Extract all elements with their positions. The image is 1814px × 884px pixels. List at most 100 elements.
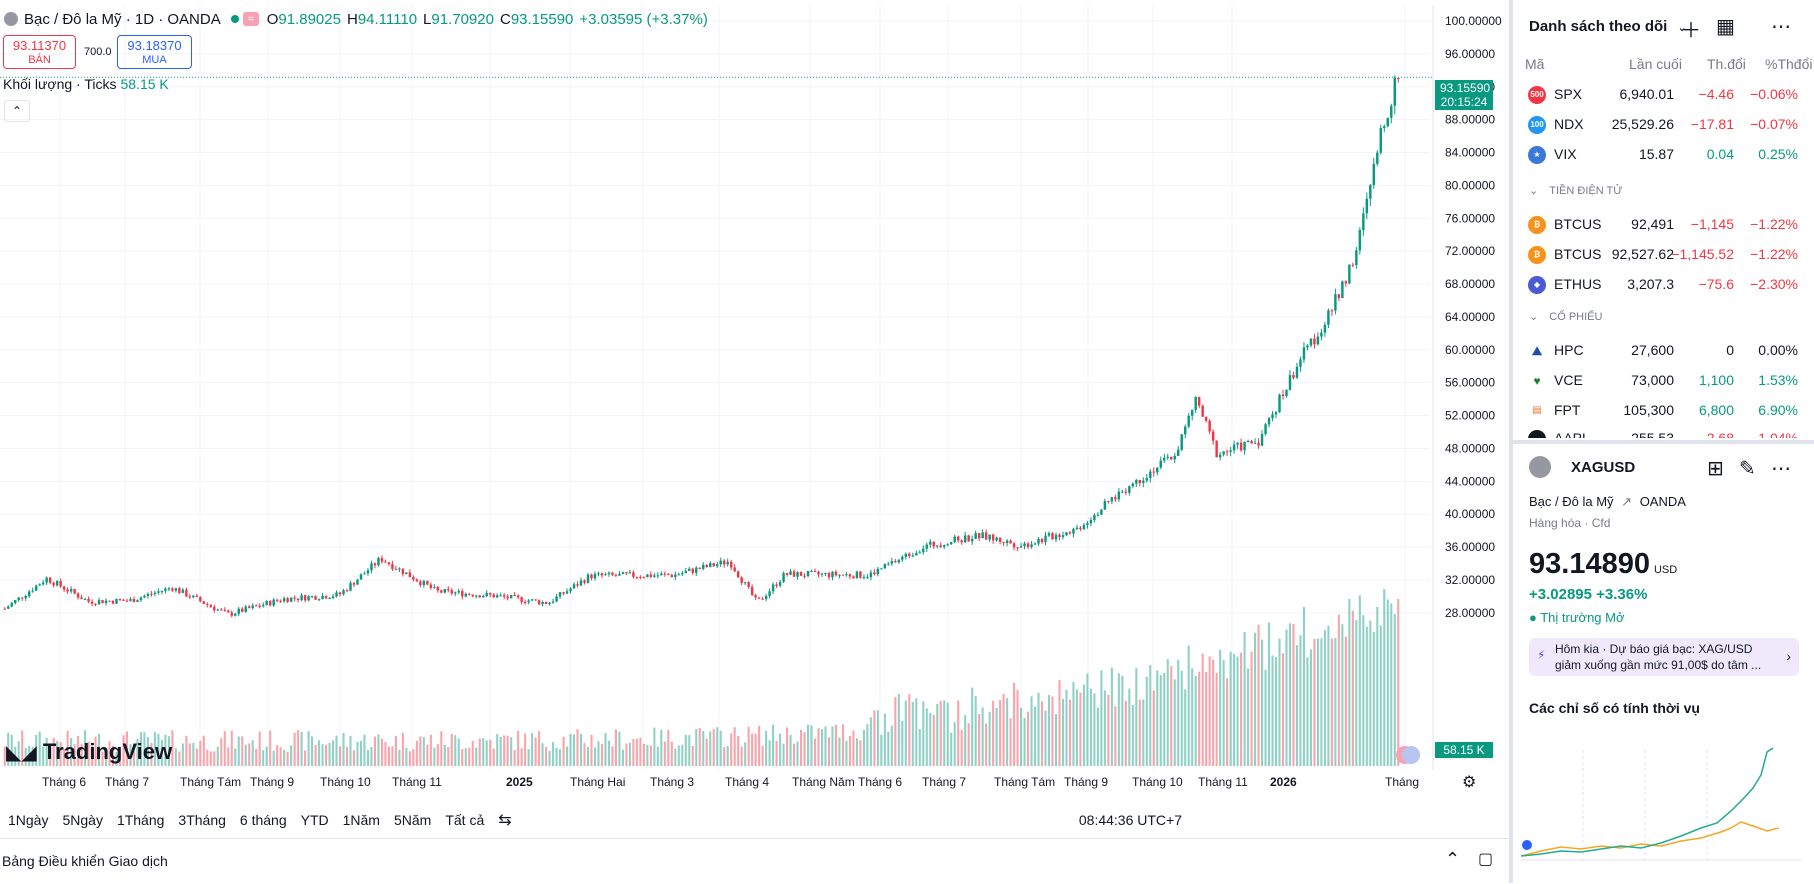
- tf-1m[interactable]: 1Tháng: [116, 812, 165, 828]
- section-stocks[interactable]: ⌄ CỔ PHIẾU: [1529, 310, 1602, 323]
- detail-desc-text[interactable]: Bạc / Đô la Mỹ: [1529, 494, 1614, 509]
- watchlist-row-btc2[interactable]: ₿ BTCUS 92,527.62 −1,145.52 −1.22%: [1513, 240, 1814, 270]
- tf-1d[interactable]: 1Ngày: [8, 812, 49, 828]
- candle-body: [461, 590, 464, 597]
- tf-5d[interactable]: 5Ngày: [62, 812, 103, 828]
- settings-gear-icon[interactable]: ⚙: [1462, 774, 1477, 791]
- volume-legend[interactable]: Khối lượng · Ticks 58.15 K: [3, 76, 169, 92]
- volume-bar: [775, 740, 778, 766]
- trading-panel-title[interactable]: Bảng Điều khiển Giao dịch: [2, 853, 168, 869]
- candle-body: [757, 597, 761, 599]
- time-axis[interactable]: Tháng 6 Tháng 7 Tháng Tám Tháng 9 Tháng 10 Th…: [0, 775, 1470, 795]
- volume-bar: [1128, 688, 1131, 766]
- volume-bar: [321, 744, 324, 766]
- candle-body: [880, 568, 883, 570]
- watchlist-row-hpc[interactable]: ⛰ HPC 27,600 0 0.00%: [1513, 336, 1814, 366]
- volume-bar: [691, 745, 694, 766]
- detail-divider[interactable]: [1513, 440, 1814, 444]
- buy-button[interactable]: 93.18370 MUA: [117, 35, 192, 69]
- volume-bar: [897, 693, 900, 766]
- candle-body: [1114, 497, 1117, 500]
- col-last[interactable]: Lần cuối: [1629, 56, 1682, 72]
- volume-bar: [248, 743, 251, 766]
- tf-1y[interactable]: 1Năm: [342, 812, 380, 828]
- watchlist-row-btc1[interactable]: ₿ BTCUS 92,491 −1,145 −1.22%: [1513, 210, 1814, 240]
- watchlist-title[interactable]: Danh sách theo dõi ⌄: [1529, 18, 1687, 35]
- seasonals-title[interactable]: Các chỉ số có tính thời vụ: [1529, 700, 1700, 716]
- maximize-icon[interactable]: ▢: [1478, 851, 1494, 868]
- volume-bar: [1250, 651, 1253, 766]
- tf-5y[interactable]: 5Năm: [393, 812, 432, 828]
- candle-body: [579, 580, 583, 586]
- volume-bar: [1215, 672, 1218, 766]
- volume-bar: [517, 730, 520, 766]
- candle-body: [408, 572, 412, 578]
- watchlist-row-eth[interactable]: ◆ ETHUS 3,207.3 −75.6 −2.30%: [1513, 270, 1814, 300]
- delay-status-icon[interactable]: ≈: [242, 12, 259, 26]
- watchlist-row-vcb[interactable]: ♥ VCE 73,000 1,100 1.53%: [1513, 366, 1814, 396]
- chevron-up-icon[interactable]: ⌃: [1445, 849, 1461, 869]
- volume-bar: [1135, 668, 1138, 766]
- tf-ytd[interactable]: YTD: [300, 812, 329, 828]
- volume-bar: [300, 731, 303, 766]
- col-symbol[interactable]: Mã: [1525, 56, 1545, 72]
- external-link-icon[interactable]: ↗: [1621, 494, 1633, 509]
- more-icon[interactable]: ⋯: [1771, 16, 1791, 38]
- volume-bar: [279, 747, 282, 766]
- volume-bar: [859, 740, 862, 766]
- watchlist-row-spx[interactable]: 500 SPX 6,940.01 −4.46 −0.06%: [1513, 80, 1814, 110]
- tradingview-logo[interactable]: ◣◢ TradingView: [6, 739, 172, 765]
- watchlist-row-aapl[interactable]: AAPL 255.53 −2.68 −1.04%: [1513, 424, 1814, 438]
- volume-bar: [1145, 676, 1148, 766]
- watchlist-row-vix[interactable]: ★ VIX 15.87 0.04 0.25%: [1513, 140, 1814, 170]
- candle-body: [220, 609, 223, 611]
- volume-bar: [552, 741, 555, 766]
- volume-bar: [1096, 707, 1099, 766]
- candle-body: [1390, 105, 1393, 118]
- edit-icon[interactable]: ✎: [1739, 458, 1756, 480]
- candle-body: [310, 596, 314, 598]
- advanced-view-icon[interactable]: ▦: [1716, 16, 1735, 38]
- candle-body: [1292, 375, 1295, 378]
- news-card[interactable]: ⚡ Hôm kia · Dự báo giá bạc: XAG/USD giảm…: [1529, 638, 1799, 676]
- seasonals-chart[interactable]: [1521, 720, 1801, 875]
- volume-bar: [3, 746, 6, 766]
- price-chart[interactable]: 100.0000096.0000092.0000088.0000084.0000…: [0, 0, 1510, 800]
- section-crypto[interactable]: ⌄ TIỀN ĐIỆN TỬ: [1529, 184, 1623, 197]
- watchlist-row-fpt[interactable]: ▤ FPT 105,300 6,800 6.90%: [1513, 396, 1814, 426]
- col-change[interactable]: Th.đổi: [1707, 56, 1746, 72]
- tf-all[interactable]: Tất cả: [445, 812, 485, 828]
- volume-bar: [1117, 673, 1120, 766]
- grid-view-icon[interactable]: ⊞: [1707, 458, 1724, 480]
- candle-body: [1236, 442, 1239, 445]
- volume-bar: [538, 731, 541, 766]
- detail-symbol[interactable]: XAGUSD: [1571, 459, 1636, 476]
- detail-price: 93.14890: [1529, 548, 1650, 580]
- sell-button[interactable]: 93.11370 BÁN: [3, 35, 76, 69]
- tf-3m[interactable]: 3Tháng: [178, 812, 226, 828]
- chevron-up-icon[interactable]: ⌃: [4, 100, 30, 122]
- chart-area[interactable]: 100.0000096.0000092.0000088.0000084.0000…: [0, 0, 1510, 829]
- panel-divider[interactable]: [1509, 0, 1513, 883]
- col-change-pct[interactable]: %Thđổi: [1765, 56, 1813, 72]
- row-symbol: ETHUS: [1554, 276, 1602, 292]
- legend-symbol[interactable]: Bạc / Đô la Mỹ · 1D · OANDA: [24, 10, 221, 28]
- tf-6m[interactable]: 6 tháng: [239, 812, 287, 828]
- volume-bar: [597, 741, 600, 766]
- more-icon[interactable]: ⋯: [1771, 458, 1791, 480]
- volume-bar: [338, 746, 342, 766]
- candle-body: [97, 600, 101, 605]
- candle-body: [702, 564, 705, 569]
- ethereum-icon: ◆: [1528, 276, 1546, 294]
- volume-bar: [660, 729, 663, 766]
- candle-body: [1271, 414, 1274, 419]
- timezone-clock[interactable]: 08:44:36 UTC+7: [1078, 812, 1182, 828]
- lightning-icon: ⚡: [1537, 648, 1546, 662]
- watchlist-row-ndx[interactable]: 100 NDX 25,529.26 −17.81 −0.07%: [1513, 110, 1814, 140]
- add-symbol-icon[interactable]: ＋: [1681, 20, 1701, 42]
- volume-bar: [136, 738, 139, 766]
- candle-body: [750, 586, 754, 596]
- trading-panel-bar[interactable]: Bảng Điều khiển Giao dịch ⌃ ▢: [0, 838, 1510, 884]
- candle-body: [1093, 515, 1096, 521]
- date-range-icon[interactable]: ⇆: [498, 812, 512, 829]
